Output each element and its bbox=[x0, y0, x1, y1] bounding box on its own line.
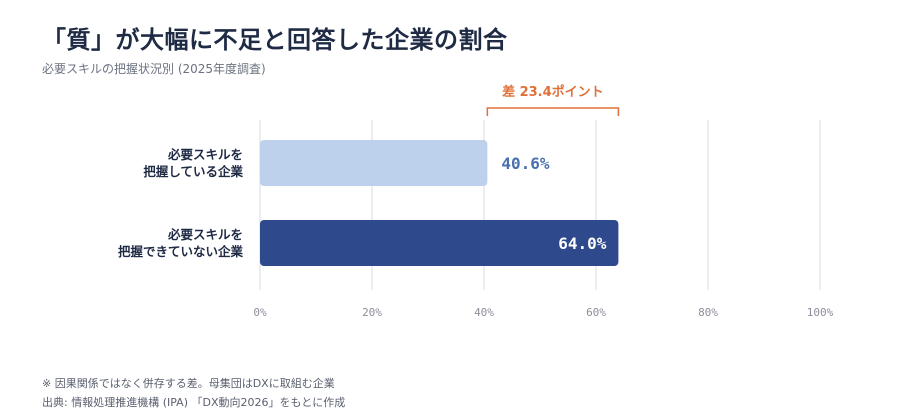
x-tick-label: 100% bbox=[807, 306, 834, 319]
x-tick-label: 80% bbox=[698, 306, 718, 319]
footnote-source: 出典: 情報処理推進機構 (IPA) 「DX動向2026」をもとに作成 bbox=[42, 396, 346, 409]
category-label: 必要スキルを bbox=[167, 147, 243, 162]
x-tick-label: 20% bbox=[362, 306, 382, 319]
difference-bracket bbox=[486, 107, 620, 116]
chart-subtitle: 必要スキルの把握状況別 (2025年度調査) bbox=[42, 62, 266, 76]
x-tick-label: 40% bbox=[474, 306, 494, 319]
chart-title: 「質」が大幅に不足と回答した企業の割合 bbox=[42, 26, 508, 54]
category-label: 必要スキルを bbox=[167, 227, 243, 242]
difference-annotation: 差 23.4ポイント bbox=[502, 84, 604, 100]
data-label: 64.0% bbox=[558, 234, 607, 253]
footnote-note: ※ 因果関係ではなく併存する差。母集団はDXに取組む企業 bbox=[42, 377, 335, 390]
bar bbox=[260, 140, 488, 186]
category-label: 把握できていない企業 bbox=[118, 244, 244, 259]
x-tick-label: 0% bbox=[253, 306, 267, 319]
bar bbox=[260, 220, 619, 266]
category-label: 把握している企業 bbox=[143, 164, 243, 179]
x-tick-label: 60% bbox=[586, 306, 606, 319]
data-label: 40.6% bbox=[501, 154, 550, 173]
